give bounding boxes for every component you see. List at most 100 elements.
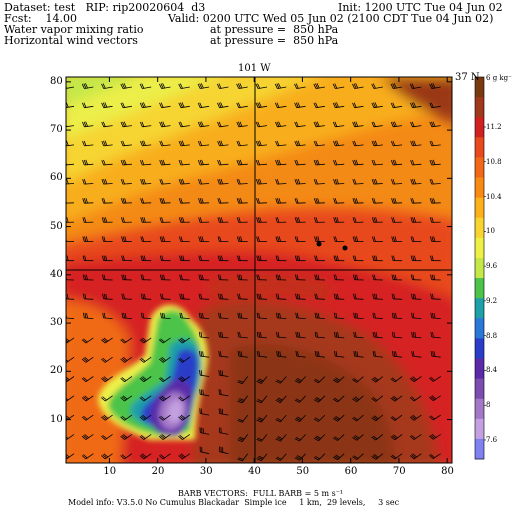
wind-barb — [140, 159, 152, 166]
wind-barb — [140, 178, 152, 185]
wind-barb — [371, 159, 383, 166]
wind-barb — [198, 217, 210, 223]
wind-barb — [237, 331, 248, 339]
wind-barb — [390, 434, 403, 441]
wind-barb — [102, 293, 113, 300]
wind-barb — [294, 83, 306, 89]
fcst-line: Fcst: 14.00 — [4, 12, 78, 25]
wind-barb — [218, 350, 229, 358]
wind-barb — [139, 83, 152, 89]
wind-barb — [256, 293, 268, 300]
wind-barb — [429, 414, 441, 421]
wind-barb — [217, 293, 229, 300]
wind-barb — [237, 453, 249, 462]
wind-barb — [236, 217, 248, 223]
top-meridian-label: 101 W — [238, 63, 271, 74]
wind-barb — [294, 414, 306, 423]
wind-barb — [236, 140, 248, 147]
wind-barb — [81, 102, 94, 109]
wind-barb — [101, 395, 113, 402]
wind-barb — [313, 140, 325, 147]
wind-barb — [256, 255, 268, 262]
colorbar-swatch — [475, 157, 484, 179]
wind-barb — [140, 312, 152, 319]
wind-barb — [429, 178, 441, 185]
wind-barb — [101, 178, 113, 185]
station-dot — [342, 245, 348, 251]
wind-barb — [295, 293, 306, 300]
wind-barb — [197, 83, 210, 89]
wind-barb — [66, 414, 75, 421]
wind-barb — [313, 414, 326, 422]
wind-barb — [101, 217, 113, 223]
wind-barb — [237, 255, 248, 262]
wind-barb — [391, 331, 403, 339]
wind-barb — [198, 312, 210, 319]
wind-barb — [120, 356, 133, 363]
field2-line: Horizontal wind vectors — [4, 34, 138, 47]
wind-barb — [199, 350, 210, 358]
wind-barb — [295, 331, 306, 339]
colorbar-label: 10 — [486, 227, 495, 236]
wind-barb — [409, 453, 422, 460]
wind-barb — [139, 395, 152, 402]
wind-barb — [352, 255, 364, 262]
wind-barb — [275, 453, 287, 461]
wind-barb — [313, 453, 326, 461]
wind-barb — [140, 293, 152, 300]
wind-barb — [101, 102, 113, 109]
wind-barb — [159, 198, 171, 204]
wind-barb — [178, 414, 191, 421]
wind-barb — [256, 414, 268, 423]
wind-barb — [66, 178, 75, 185]
wind-barb — [178, 83, 190, 89]
colorbar-swatch — [475, 257, 484, 279]
wind-barb — [332, 83, 345, 89]
colorbar-swatch — [475, 177, 484, 199]
wind-barb — [275, 178, 287, 185]
wind-barb — [198, 293, 210, 300]
wind-barb — [218, 389, 229, 397]
wind-barb — [275, 198, 287, 204]
wind-barb — [217, 236, 229, 242]
wind-barb — [158, 453, 171, 460]
pressure2-line: at pressure = 850 hPa — [210, 34, 339, 47]
wind-barb — [236, 236, 248, 242]
wind-barb — [295, 312, 306, 319]
wind-barb — [197, 159, 210, 166]
wind-barb — [275, 395, 287, 403]
wind-barb — [313, 395, 326, 403]
wind-barb — [313, 178, 325, 185]
wind-barb — [410, 102, 422, 109]
wind-barb — [139, 356, 152, 363]
wind-barb — [159, 83, 171, 89]
wind-barb — [217, 159, 229, 166]
wind-barb — [179, 255, 190, 262]
wind-barb — [82, 159, 94, 166]
wind-barb — [82, 236, 94, 242]
x-tick-label: 80 — [441, 466, 454, 477]
wind-barb — [332, 414, 345, 422]
wind-barb — [429, 102, 441, 109]
wind-barb — [352, 434, 364, 441]
wind-barb — [121, 217, 132, 223]
wind-barb — [430, 331, 441, 339]
barb-info: BARB VECTORS: FULL BARB = 5 m s⁻¹ — [178, 489, 344, 498]
wind-barb — [391, 236, 403, 242]
wind-barb — [139, 414, 152, 421]
wind-barb — [371, 414, 384, 422]
y-tick-label: 50 — [50, 220, 63, 232]
wind-barb — [352, 198, 364, 204]
wind-barb — [256, 274, 268, 281]
wind-barb — [236, 178, 248, 185]
wind-barb — [352, 140, 364, 147]
wind-barb — [410, 255, 422, 262]
wind-barb — [218, 427, 229, 435]
wind-barb — [158, 414, 171, 421]
wind-barb — [237, 376, 249, 385]
wind-barb — [218, 370, 229, 377]
wind-barb — [429, 159, 441, 166]
wind-barb — [120, 121, 132, 128]
wind-barb — [352, 159, 364, 166]
wind-barb — [199, 427, 210, 435]
